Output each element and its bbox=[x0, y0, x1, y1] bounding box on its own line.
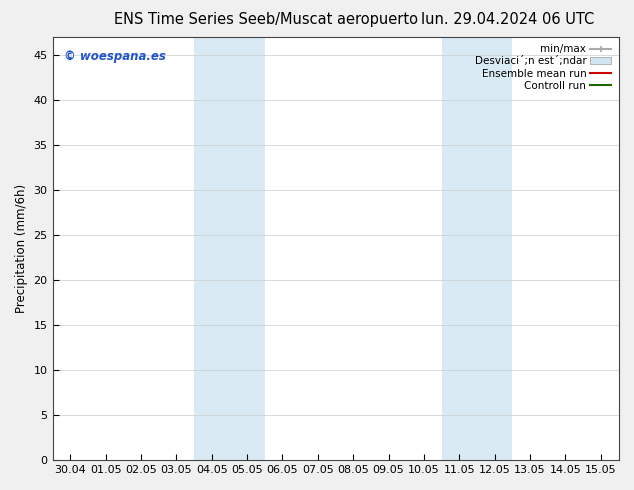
Bar bbox=[442, 37, 512, 460]
Text: lun. 29.04.2024 06 UTC: lun. 29.04.2024 06 UTC bbox=[420, 12, 594, 27]
Text: © woespana.es: © woespana.es bbox=[64, 50, 165, 63]
Legend: min/max, Desviaci´;n est´;ndar, Ensemble mean run, Controll run: min/max, Desviaci´;n est´;ndar, Ensemble… bbox=[472, 42, 613, 93]
Bar bbox=[194, 37, 265, 460]
Y-axis label: Precipitation (mm/6h): Precipitation (mm/6h) bbox=[15, 184, 28, 313]
Text: ENS Time Series Seeb/Muscat aeropuerto: ENS Time Series Seeb/Muscat aeropuerto bbox=[114, 12, 418, 27]
